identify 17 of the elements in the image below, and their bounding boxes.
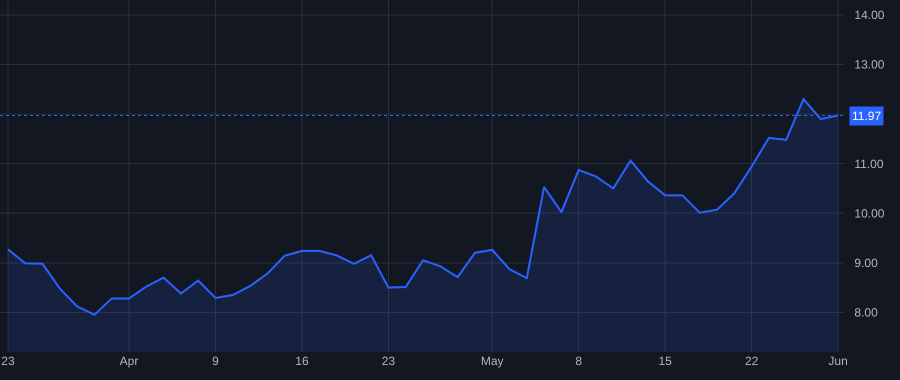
x-tick-label: 16 <box>295 354 309 368</box>
ref-line-label: 11.97 <box>852 109 882 123</box>
x-tick-label: May <box>480 354 504 368</box>
x-tick-label: 23 <box>382 354 396 368</box>
x-tick-label: Jun <box>828 354 848 368</box>
y-tick-label: 9.00 <box>854 256 878 270</box>
y-tick-label: 13.00 <box>854 58 885 72</box>
y-tick-label: 14.00 <box>854 8 885 22</box>
y-tick-label: 11.00 <box>854 156 884 171</box>
y-tick-label: 8.00 <box>854 306 878 320</box>
x-tick-label: 8 <box>575 354 582 368</box>
y-tick-label: 10.00 <box>854 206 885 220</box>
x-tick-label: 22 <box>744 354 759 368</box>
x-tick-label: 9 <box>212 354 220 368</box>
x-tick-label: 15 <box>658 354 672 368</box>
x-tick-label: Apr <box>120 354 138 368</box>
x-tick-label: 23 <box>1 354 15 368</box>
